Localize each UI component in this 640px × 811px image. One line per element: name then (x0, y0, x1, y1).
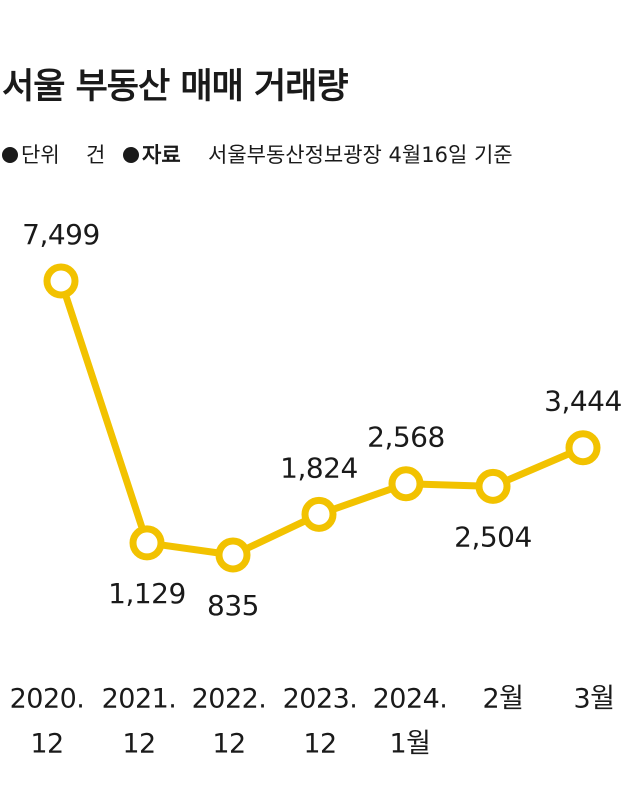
point (129, 525, 165, 561)
x-tick-label: 3월 (573, 684, 614, 715)
source-label: 자료 (142, 143, 181, 167)
x-tick-label: 2024. (373, 684, 448, 715)
x-tick-label: 2020. (10, 684, 85, 715)
bullet (2, 147, 18, 163)
point (388, 466, 424, 502)
value-label: 835 (207, 589, 259, 622)
x-tick-label: 12 (30, 729, 63, 760)
point (43, 263, 79, 299)
x-tick-label: 2022. (192, 684, 267, 715)
x-tick-label: 1월 (389, 729, 430, 760)
x-tick-label: 2월 (482, 684, 523, 715)
x-tick-label: 12 (212, 729, 245, 760)
chart-title: 서울 부동산 매매 거래량 (2, 67, 348, 107)
x-tick-label: 2021. (102, 684, 177, 715)
point (475, 468, 511, 504)
value-label: 1,824 (280, 451, 358, 484)
value-label: 2,504 (454, 520, 532, 553)
value-label: 1,129 (108, 577, 186, 610)
point (301, 496, 337, 532)
bullet (123, 147, 139, 163)
source: 서울부동산정보광장 4월16일 기준 (208, 143, 513, 167)
point (565, 430, 601, 466)
unit-label: 단위 (21, 143, 60, 167)
value-label: 2,568 (367, 421, 445, 454)
x-tick-label: 2023. (283, 684, 358, 715)
value-label: 7,499 (22, 218, 100, 251)
value-label: 3,444 (544, 385, 622, 418)
unit: 건 (86, 143, 105, 167)
point (215, 537, 251, 573)
x-tick-label: 12 (303, 729, 336, 760)
x-tick-label: 12 (122, 729, 155, 760)
